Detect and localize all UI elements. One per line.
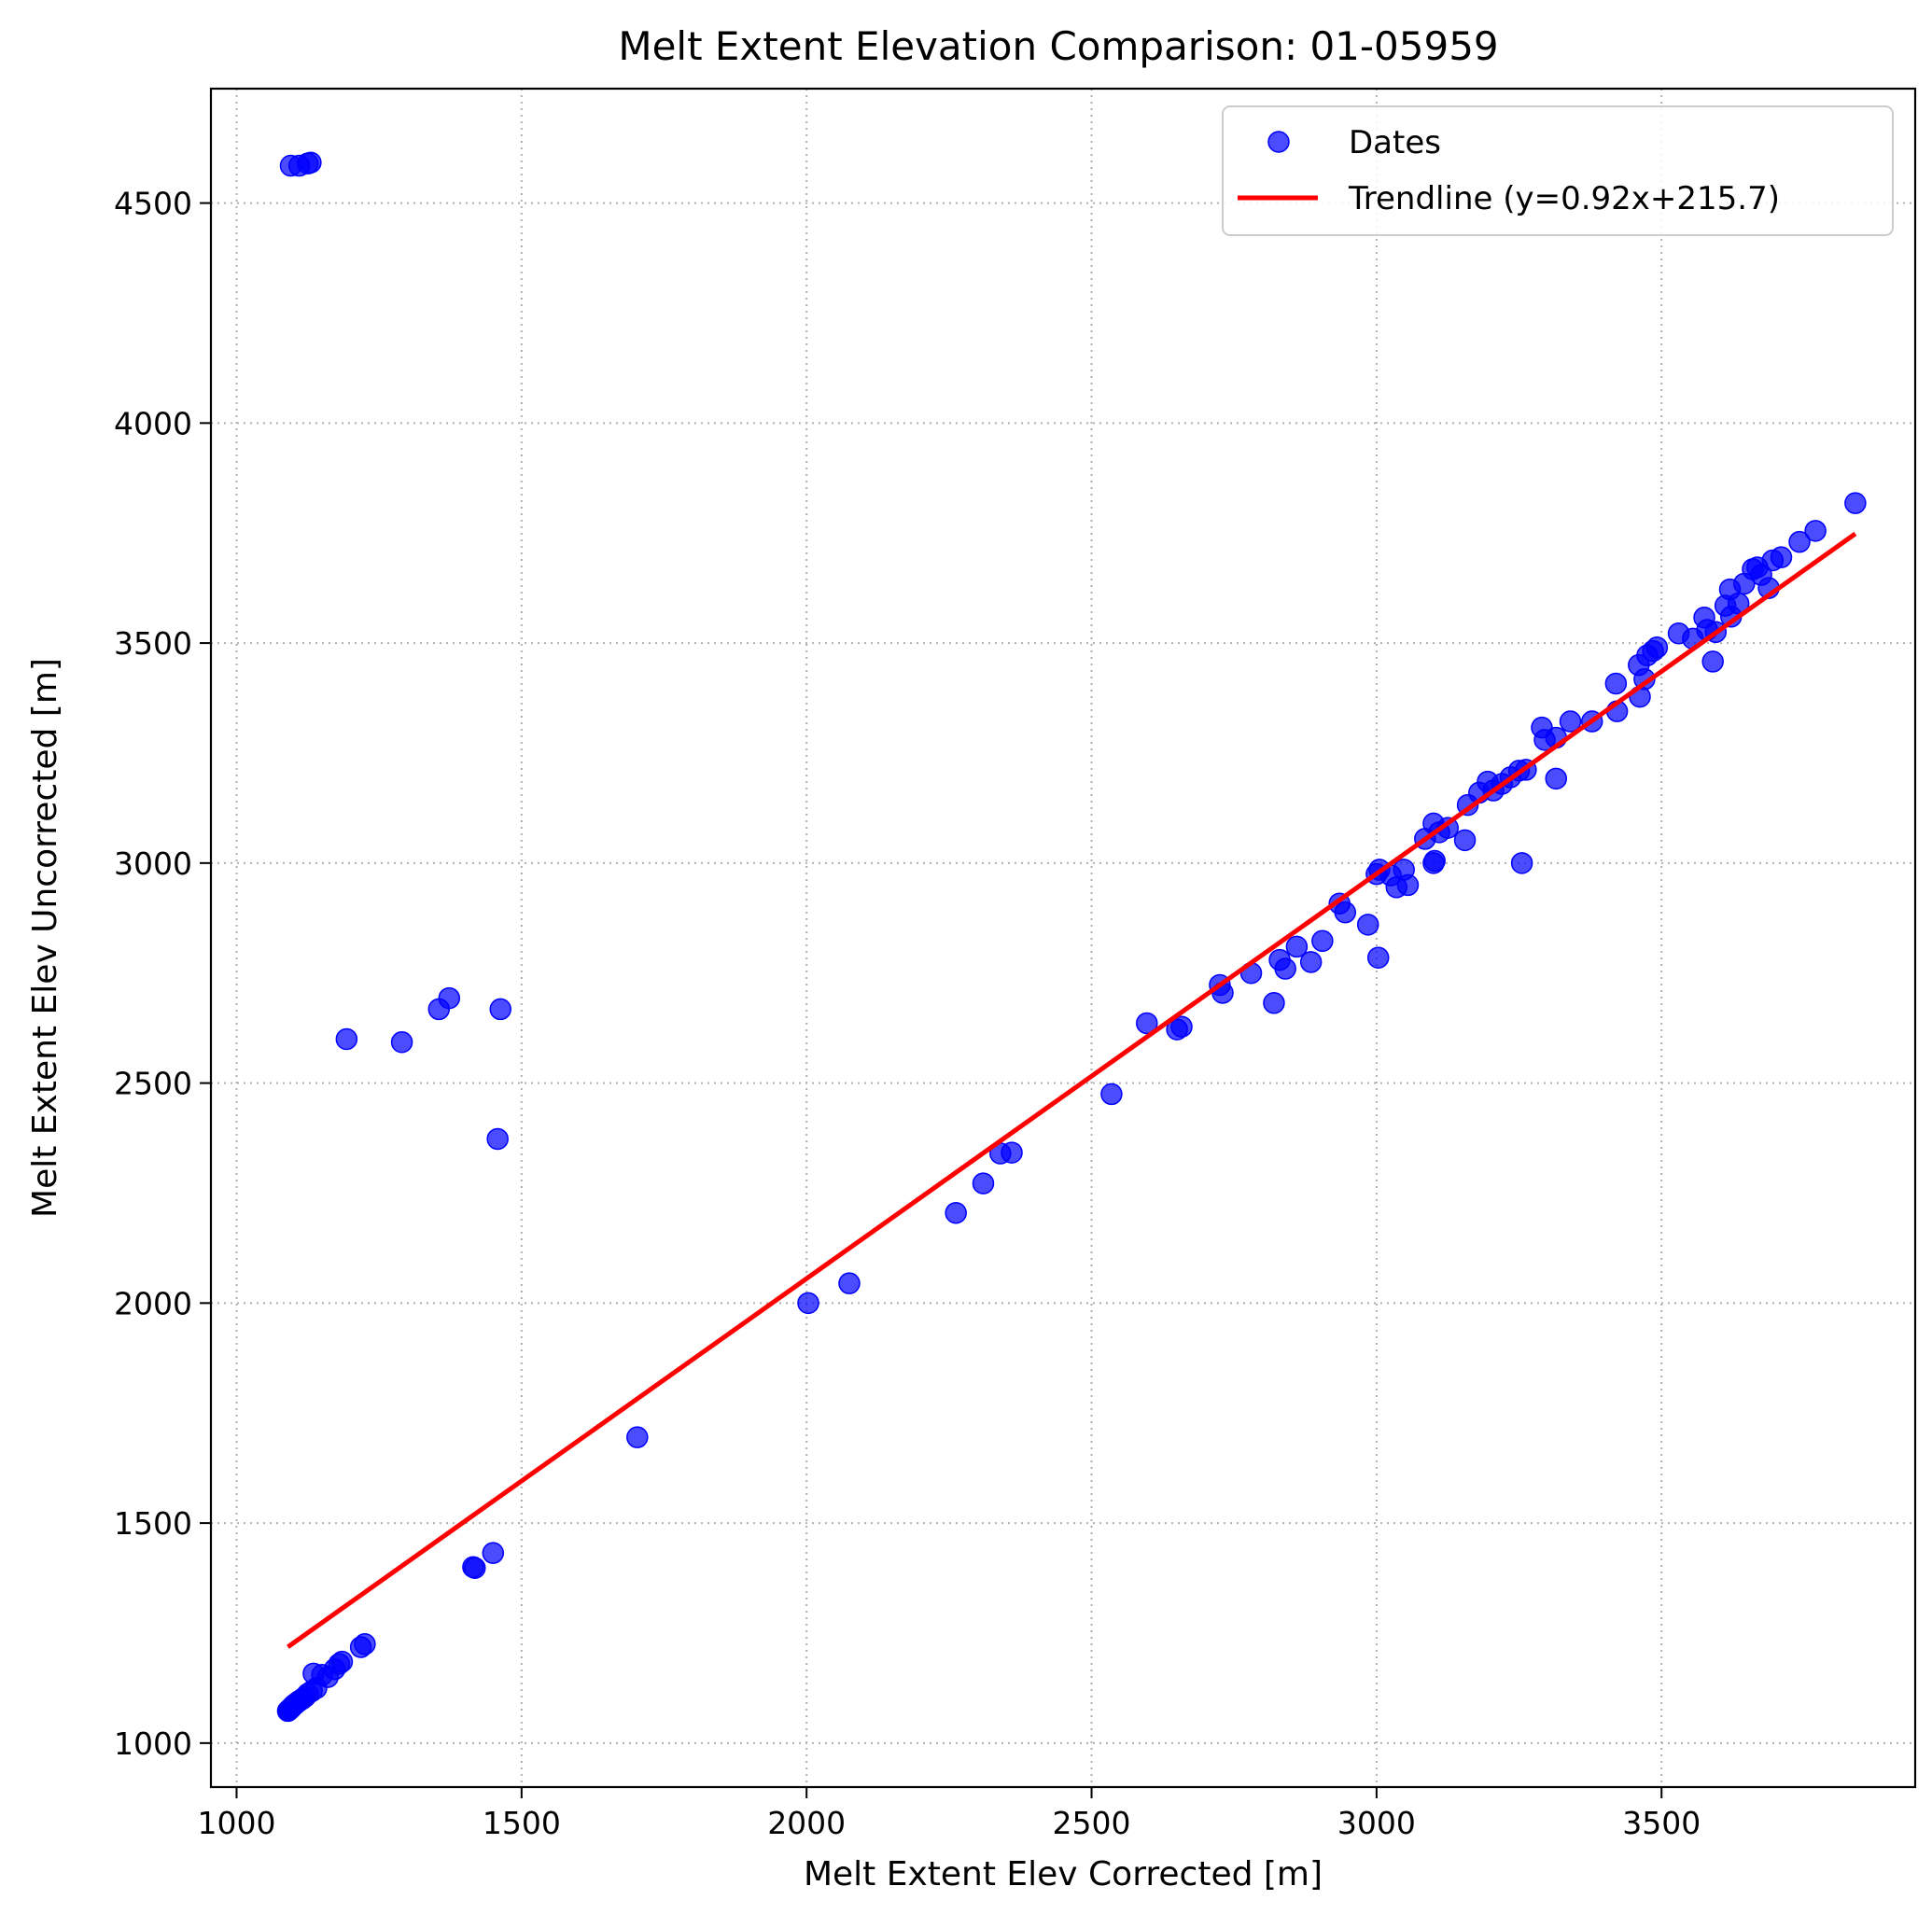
data-point <box>1510 852 1533 874</box>
data-point <box>1274 957 1296 980</box>
data-point <box>1356 914 1379 936</box>
data-point <box>486 1127 509 1151</box>
data-point <box>1453 829 1477 852</box>
data-point <box>464 1557 486 1579</box>
chart-title: Melt Extent Elevation Comparison: 01-059… <box>618 23 1498 69</box>
data-point <box>1311 929 1334 953</box>
y-tick-label: 1500 <box>114 1505 192 1542</box>
trendline <box>286 531 1857 1649</box>
data-point <box>330 1650 354 1673</box>
data-point <box>1396 873 1420 897</box>
data-point <box>1788 530 1811 553</box>
plot-frame <box>209 87 1917 1789</box>
data-point <box>1170 1015 1193 1038</box>
data-point <box>1770 546 1793 568</box>
data-point <box>1844 492 1867 514</box>
data-point <box>1645 636 1669 659</box>
x-tick-label: 1000 <box>197 1805 275 1841</box>
data-point <box>482 1542 505 1564</box>
data-point <box>626 1426 649 1448</box>
data-point <box>1604 672 1628 695</box>
data-point <box>1804 520 1827 542</box>
data-point <box>1366 946 1390 969</box>
data-points <box>276 151 1867 1723</box>
data-point <box>489 998 511 1021</box>
data-point <box>1701 650 1724 673</box>
data-point <box>1545 767 1568 790</box>
data-point <box>1334 901 1357 924</box>
data-point <box>300 151 322 174</box>
x-tick-label: 1500 <box>483 1805 561 1841</box>
data-point <box>1285 935 1309 958</box>
legend-label-dates: Dates <box>1349 124 1441 161</box>
data-point <box>1727 592 1750 615</box>
y-tick-label: 1000 <box>114 1725 192 1762</box>
data-point <box>1633 668 1656 691</box>
legend: Dates Trendline (y=0.92x+215.7) <box>1222 105 1894 236</box>
data-point <box>438 986 461 1010</box>
data-point <box>1136 1012 1158 1035</box>
data-point <box>390 1030 413 1054</box>
data-point <box>1299 951 1323 973</box>
data-point <box>797 1292 819 1315</box>
legend-box <box>1222 105 1894 236</box>
data-point <box>1001 1141 1023 1164</box>
y-tick-label: 3500 <box>114 625 192 662</box>
data-point <box>1263 992 1285 1014</box>
data-point <box>972 1172 995 1195</box>
grid <box>211 89 1915 1787</box>
y-axis-label: Melt Extent Elev Uncorrected [m] <box>26 658 64 1218</box>
legend-marker-dates <box>1267 131 1290 153</box>
x-tick-label: 2500 <box>1053 1805 1131 1841</box>
y-tick-label: 2000 <box>114 1285 192 1321</box>
data-point <box>1559 710 1582 733</box>
x-tick-label: 3500 <box>1622 1805 1701 1841</box>
x-tick-label: 2000 <box>767 1805 846 1841</box>
data-point <box>1100 1083 1123 1106</box>
y-tick-label: 4000 <box>114 405 192 441</box>
legend-label-trendline: Trendline (y=0.92x+215.7) <box>1348 180 1780 217</box>
data-point <box>838 1272 861 1294</box>
y-tick-label: 4500 <box>114 186 192 222</box>
data-point <box>354 1633 376 1656</box>
y-tick-label: 3000 <box>114 845 192 882</box>
x-tick-label: 3000 <box>1337 1805 1416 1841</box>
axis-ticks: 1000 1500 2000 2500 3000 3500 1000 1500 2000 2500… <box>114 186 1701 1841</box>
y-tick-label: 2500 <box>114 1066 192 1102</box>
x-axis-label: Melt Extent Elev Corrected [m] <box>804 1855 1323 1893</box>
data-point <box>1423 849 1446 873</box>
trendline-layer <box>286 531 1857 1649</box>
data-point <box>335 1027 358 1051</box>
data-point <box>945 1201 967 1224</box>
